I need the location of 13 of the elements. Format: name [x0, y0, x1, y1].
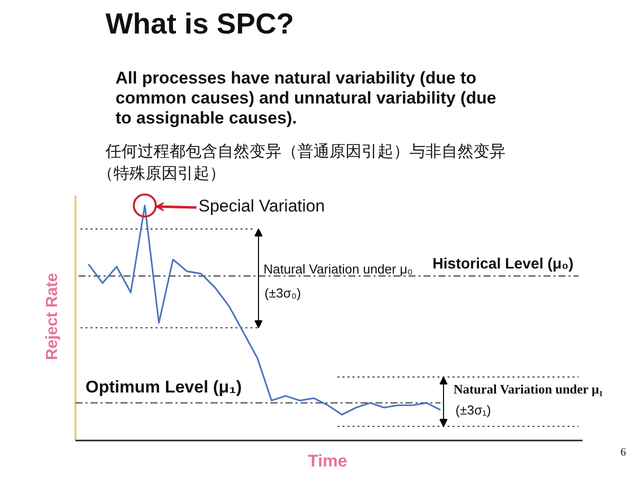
text: Natural Variation under μ₁: [454, 382, 603, 396]
text: (±3σ₁): [456, 402, 491, 418]
text: 任何过程都包含自然变异（普通原因引起）与非自然变异（特殊原因引起）: [98, 142, 506, 182]
y-axis-title: Reject Rate: [44, 272, 61, 360]
ref-line-label: Historical Level (μ₀): [432, 256, 574, 272]
text: 6: [620, 446, 626, 458]
ref-line-label: Optimum Level (μ₁): [86, 378, 242, 396]
annotation: Natural Variation under μ₀: [264, 262, 413, 276]
annotation: Special Variation: [198, 196, 325, 216]
annotation: (±3σ₀): [264, 286, 301, 300]
x-axis-title: Time: [308, 452, 348, 470]
chart-title: What is SPC?: [106, 8, 294, 40]
text: All processes have natural variability (due to common causes) and unnatural variability (due to assignable causes).: [116, 68, 496, 128]
